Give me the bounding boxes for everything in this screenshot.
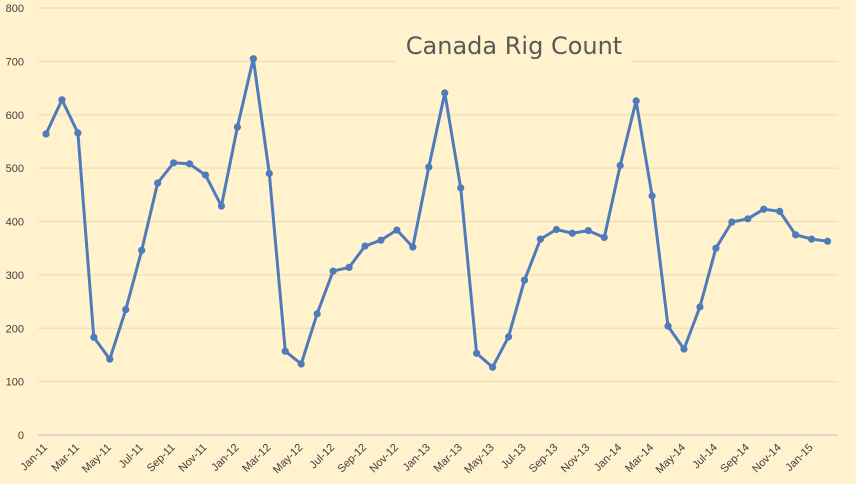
- x-tick-label: Sep-12: [336, 442, 370, 476]
- data-point: [106, 355, 114, 363]
- x-tick-label: Jul-12: [308, 442, 338, 472]
- y-tick-label: 500: [6, 163, 24, 175]
- data-point: [361, 242, 369, 250]
- data-point: [393, 226, 401, 234]
- data-point: [728, 218, 736, 226]
- data-point: [90, 333, 98, 341]
- data-point: [680, 345, 688, 353]
- data-point: [504, 333, 513, 341]
- data-point: [297, 360, 305, 368]
- data-point: [122, 305, 130, 314]
- x-tick-label: Sep-13: [527, 442, 561, 476]
- y-tick-label: 600: [6, 110, 24, 122]
- x-tick-label: Jul-11: [117, 442, 146, 471]
- y-tick-label: 700: [6, 56, 24, 68]
- y-tick-label: 800: [6, 3, 24, 15]
- data-point: [552, 225, 561, 234]
- x-tick-label: Mar-14: [623, 442, 656, 475]
- x-tick-label: Jul-14: [690, 442, 720, 472]
- data-point: [760, 205, 768, 213]
- x-tick-label: Sep-11: [145, 442, 178, 475]
- data-point: [42, 130, 50, 138]
- data-point: [201, 171, 210, 179]
- x-tick-label: Jan-15: [783, 442, 815, 474]
- x-tick-label: Jan-14: [592, 442, 624, 474]
- x-tick-label: Nov-11: [177, 442, 210, 475]
- data-point: [138, 246, 146, 254]
- data-point: [154, 179, 162, 187]
- x-tick-label: Nov-13: [559, 442, 593, 476]
- data-point: [808, 235, 816, 243]
- data-point: [457, 184, 465, 192]
- data-point: [520, 276, 529, 284]
- data-point: [441, 89, 449, 97]
- x-tick-label: May-13: [462, 442, 496, 476]
- data-point: [313, 310, 321, 318]
- x-tick-label: May-12: [271, 442, 305, 476]
- data-point: [345, 263, 353, 272]
- chart-title: Canada Rig Count: [406, 32, 622, 60]
- data-point: [409, 243, 417, 251]
- data-point: [776, 207, 784, 215]
- x-tick-label: Nov-12: [367, 442, 401, 476]
- data-point: [648, 192, 656, 200]
- data-point: [536, 235, 545, 243]
- data-point: [664, 322, 672, 330]
- data-point: [473, 349, 481, 357]
- data-point: [489, 363, 497, 371]
- data-point: [823, 237, 832, 245]
- y-tick-label: 300: [6, 270, 24, 282]
- data-point: [329, 267, 337, 275]
- data-point: [632, 97, 640, 105]
- series-line: [44, 57, 829, 369]
- x-tick-label: Jan-13: [401, 442, 433, 474]
- y-tick-label: 0: [18, 430, 24, 442]
- data-point: [185, 160, 194, 168]
- y-tick-label: 100: [6, 377, 24, 389]
- x-tick-label: Mar-13: [432, 442, 465, 475]
- data-point: [792, 231, 800, 239]
- data-point: [58, 96, 66, 104]
- x-tick-label: Jan-11: [18, 442, 50, 474]
- x-tick-label: Jul-13: [499, 442, 529, 472]
- x-tick-label: May-14: [654, 442, 688, 476]
- data-point: [425, 163, 433, 171]
- y-axis-ticks: 0 100 200 300 400 500 600 700 800: [6, 3, 24, 442]
- chart-title-background: [396, 26, 632, 68]
- data-point: [616, 161, 624, 170]
- series-canada-rig-count: [42, 55, 832, 371]
- data-point: [712, 244, 720, 252]
- data-point: [74, 129, 82, 137]
- x-tick-label: Mar-11: [49, 442, 82, 475]
- x-tick-label: Nov-14: [750, 442, 784, 476]
- data-point: [265, 169, 273, 178]
- data-point: [584, 226, 592, 235]
- y-tick-label: 200: [6, 323, 24, 335]
- data-point: [281, 347, 289, 355]
- data-point: [249, 55, 257, 63]
- data-point: [233, 123, 241, 131]
- data-point: [568, 229, 576, 237]
- data-point: [217, 202, 226, 210]
- gridlines: [38, 7, 838, 436]
- x-tick-label: Mar-12: [240, 442, 273, 475]
- y-tick-label: 400: [6, 217, 24, 229]
- data-point: [170, 159, 178, 167]
- data-point: [744, 215, 752, 223]
- data-point: [696, 303, 704, 311]
- x-tick-label: Jan-12: [209, 442, 241, 474]
- data-point: [600, 233, 608, 242]
- x-tick-label: May-11: [80, 442, 114, 476]
- data-point: [377, 236, 385, 244]
- x-tick-label: Sep-14: [718, 442, 752, 476]
